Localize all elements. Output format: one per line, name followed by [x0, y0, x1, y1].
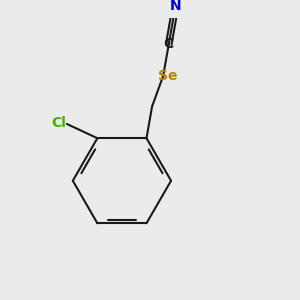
Text: N: N: [170, 0, 182, 13]
Text: Se: Se: [158, 69, 178, 83]
Text: C: C: [164, 37, 174, 51]
Text: Cl: Cl: [52, 116, 66, 130]
